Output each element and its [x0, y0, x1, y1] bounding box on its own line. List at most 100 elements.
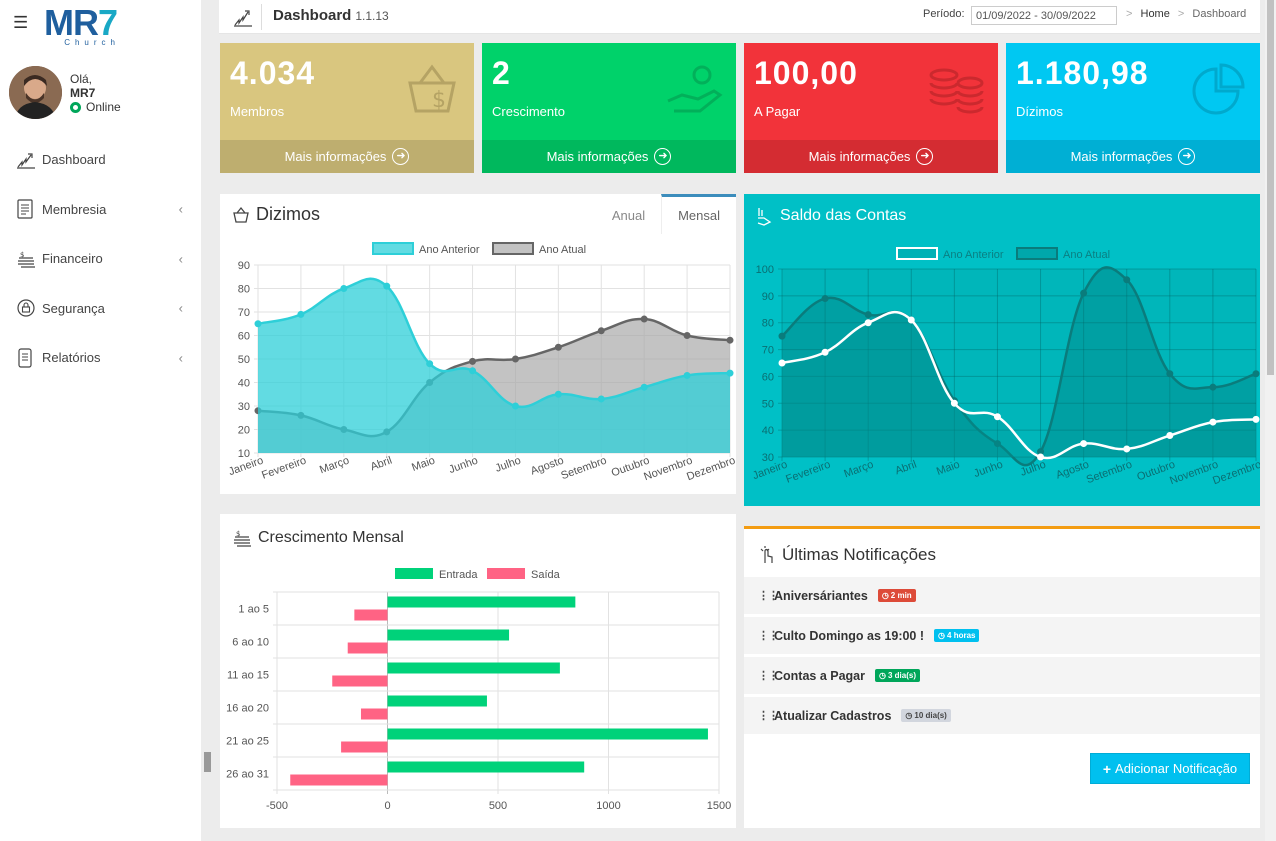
sidebar-item-membresia[interactable]: Membresia ‹: [0, 185, 201, 235]
data-point: [1037, 453, 1045, 461]
y-tick-label: 90: [762, 291, 774, 303]
menu-toggle-icon[interactable]: ☰: [13, 13, 29, 32]
drag-handle-icon[interactable]: ⋮⋮: [758, 630, 779, 642]
sidebar-item-label: Financeiro: [42, 251, 103, 267]
avatar: [9, 66, 62, 119]
time-badge: ◷ 10 dia(s): [901, 709, 951, 722]
svg-text:$: $: [432, 88, 446, 113]
period-filter: Período:: [923, 6, 1117, 25]
notifications-title: Últimas Notificações: [758, 545, 936, 565]
page-version: 1.1.13: [355, 9, 389, 23]
sidebar-item-label: Segurança: [42, 300, 105, 316]
y-tick-label: 50: [762, 398, 774, 410]
add-notification-button[interactable]: + Adicionar Notificação: [1090, 753, 1250, 784]
stat-value: 2: [492, 55, 511, 91]
period-input[interactable]: [971, 6, 1117, 25]
data-point: [1252, 415, 1260, 423]
more-info-label: Mais informações: [284, 149, 387, 164]
y-tick-label: 30: [238, 401, 250, 413]
x-tick-label: Junho: [447, 455, 479, 477]
svg-text:$: $: [236, 530, 240, 538]
time-badge-text: 10 dia(s): [914, 711, 947, 720]
logo[interactable]: MR7 Church: [44, 5, 138, 48]
user-greeting: Olá,: [70, 72, 93, 86]
list-item[interactable]: ⋮⋮ Atualizar Cadastros ◷ 10 dia(s): [744, 697, 1260, 734]
time-badge-text: 4 horas: [947, 631, 976, 640]
document-icon: [16, 199, 38, 219]
y-tick-label: 30: [762, 452, 774, 464]
dizimos-title: Dizimos: [232, 204, 320, 225]
time-badge-text: 2 min: [890, 591, 912, 600]
y-tick-label: 21 ao 25: [226, 736, 269, 748]
saldo-title: Saldo das Contas: [756, 206, 906, 226]
more-info-link[interactable]: Mais informações ➜: [482, 140, 736, 173]
sidebar-scrollbar[interactable]: [204, 752, 211, 772]
notifications-list: ⋮⋮ Aniversáriantes ◷ 2 min ⋮⋮ Culto Domin…: [744, 577, 1260, 737]
sidebar-item-relatorios[interactable]: Relatórios ‹: [0, 333, 201, 383]
breadcrumb-sep: >: [1126, 8, 1133, 20]
list-item[interactable]: ⋮⋮ Culto Domingo as 19:00 ! ◷ 4 horas: [744, 617, 1260, 654]
sidebar-item-seguranca[interactable]: Segurança ‹: [0, 284, 201, 334]
breadcrumb-sep: >: [1177, 8, 1185, 20]
tab-anual[interactable]: Anual: [611, 208, 646, 223]
x-tick-label: Março: [842, 459, 875, 481]
coins-stack-icon: [926, 61, 986, 121]
list-item[interactable]: ⋮⋮ Contas a Pagar ◷ 3 dia(s): [744, 657, 1260, 694]
stat-value: 1.180,98: [1016, 55, 1149, 91]
x-tick-label: -500: [266, 800, 288, 812]
basket-money-icon: $: [402, 61, 462, 121]
bar-entrada: [387, 695, 487, 707]
bar-entrada: [387, 629, 510, 641]
more-info-link[interactable]: Mais informações ➜: [1006, 140, 1260, 173]
tab-mensal[interactable]: Mensal: [661, 194, 736, 234]
dizimos-title-text: Dizimos: [256, 204, 321, 224]
x-tick-label: Novembro: [642, 455, 694, 484]
drag-handle-icon[interactable]: ⋮⋮: [758, 670, 779, 682]
sidebar-item-label: Dashboard: [42, 152, 106, 168]
x-tick-label: 0: [384, 800, 390, 812]
legend-label: Ano Anterior: [943, 249, 1004, 261]
time-badge: ◷ 4 horas: [934, 629, 980, 642]
bar-entrada: [387, 662, 560, 674]
data-point: [1123, 445, 1131, 453]
x-tick-label: 1000: [596, 800, 620, 812]
add-notification-label: Adicionar Notificação: [1115, 761, 1238, 776]
page-scrollbar-thumb[interactable]: [1267, 0, 1274, 375]
time-badge: ◷ 3 dia(s): [875, 669, 921, 682]
list-item[interactable]: ⋮⋮ Aniversáriantes ◷ 2 min: [744, 577, 1260, 614]
money-stack-icon: $: [16, 249, 38, 269]
bar-saida: [290, 774, 388, 786]
y-tick-label: 90: [238, 260, 250, 272]
data-point: [993, 440, 1001, 448]
sidebar-item-dashboard[interactable]: Dashboard: [0, 135, 201, 185]
legend-label: Ano Anterior: [419, 244, 480, 256]
drag-handle-icon[interactable]: ⋮⋮: [758, 590, 779, 602]
sidebar-item-financeiro[interactable]: $ Financeiro ‹: [0, 234, 201, 284]
crescimento-title: $ Crescimento Mensal: [232, 529, 404, 547]
y-tick-label: 26 ao 31: [226, 769, 269, 781]
clock-icon: ◷: [879, 671, 886, 680]
time-badge: ◷ 2 min: [877, 589, 916, 602]
bar-saida: [341, 741, 388, 753]
more-info-label: Mais informações: [546, 149, 649, 164]
legend-label: Ano Atual: [1063, 249, 1110, 261]
sidebar: ☰ MR7 Church Olá, MR7 Online Dashboard: [0, 0, 201, 841]
data-point: [1209, 383, 1217, 391]
more-info-link[interactable]: Mais informações ➜: [744, 140, 998, 173]
page-scrollbar[interactable]: [1265, 0, 1276, 841]
legend-swatch: [487, 568, 525, 579]
data-point: [821, 348, 829, 356]
user-panel: Olá, MR7 Online: [9, 66, 199, 120]
hand-coin-icon: [664, 61, 724, 121]
drag-handle-icon[interactable]: ⋮⋮: [758, 710, 779, 722]
data-point: [297, 310, 305, 318]
series-area-0: [782, 312, 1256, 459]
breadcrumb-home[interactable]: Home: [1140, 8, 1170, 20]
clock-icon: ◷: [938, 631, 946, 640]
plus-icon: +: [1102, 760, 1112, 777]
more-info-link[interactable]: Mais informações ➜: [220, 140, 474, 173]
x-tick-label: Dezembro: [685, 455, 736, 484]
dizimos-panel: Dizimos Anual Mensal 10 20 30 40 50 60 70 80 90 J…: [220, 194, 736, 494]
